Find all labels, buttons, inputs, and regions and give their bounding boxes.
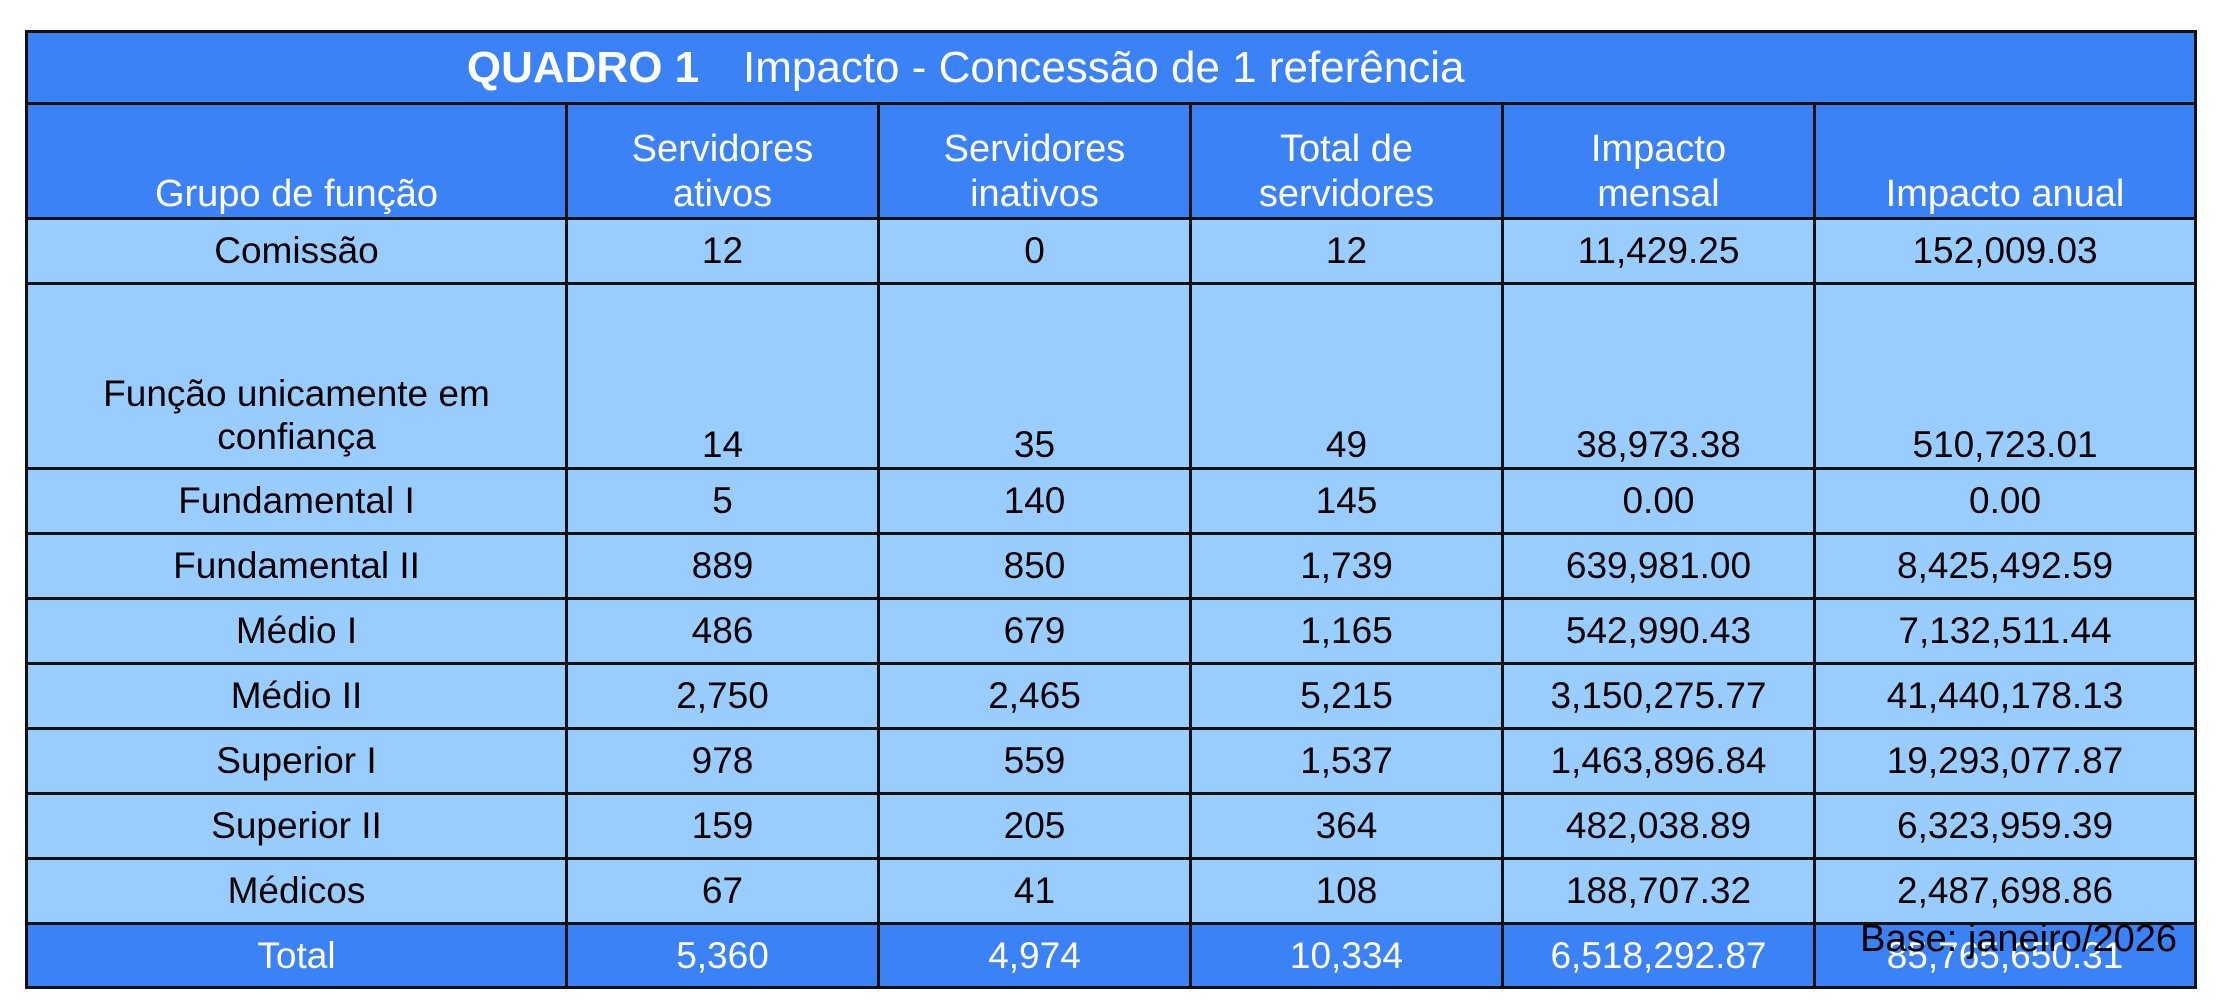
cell-impacto-mensal: 542,990.43 bbox=[1501, 597, 1816, 665]
table-title-text: Impacto - Concessão de 1 referência bbox=[743, 42, 1465, 92]
cell-ativos: 67 bbox=[565, 857, 880, 925]
table-row: Fundamental II 889 850 1,739 639,981.00 8,425… bbox=[25, 532, 2198, 600]
cell-ativos: 889 bbox=[565, 532, 880, 600]
cell-impacto-mensal: 0.00 bbox=[1501, 467, 1816, 535]
cell-impacto-anual: 41,440,178.13 bbox=[1812, 662, 2198, 730]
cell-ativos: 14 bbox=[565, 282, 880, 470]
total-cell-grupo: Total bbox=[25, 922, 568, 989]
cell-inativos: 559 bbox=[877, 727, 1192, 795]
cell-impacto-mensal: 3,150,275.77 bbox=[1501, 662, 1816, 730]
cell-total: 12 bbox=[1189, 217, 1504, 285]
cell-ativos: 159 bbox=[565, 792, 880, 860]
table-row: Médio II 2,750 2,465 5,215 3,150,275.77 41,44… bbox=[25, 662, 2198, 730]
total-cell-ativos: 5,360 bbox=[565, 922, 880, 989]
table-row: Superior I 978 559 1,537 1,463,896.84 19,293,… bbox=[25, 727, 2198, 795]
cell-grupo: Fundamental II bbox=[25, 532, 568, 600]
cell-impacto-anual: 7,132,511.44 bbox=[1812, 597, 2198, 665]
table-total-row: Total 5,360 4,974 10,334 6,518,292.87 85,765,… bbox=[25, 922, 2198, 989]
table-row: Função unicamente em confiança 14 35 49 38,9… bbox=[25, 282, 2198, 470]
cell-grupo: Função unicamente em confiança bbox=[25, 282, 568, 470]
table-row: Comissão 12 0 12 11,429.25 152,009.03 bbox=[25, 217, 2198, 285]
cell-inativos: 41 bbox=[877, 857, 1192, 925]
cell-ativos: 2,750 bbox=[565, 662, 880, 730]
cell-total: 108 bbox=[1189, 857, 1504, 925]
cell-impacto-anual: 152,009.03 bbox=[1812, 217, 2198, 285]
cell-ativos: 978 bbox=[565, 727, 880, 795]
cell-impacto-mensal: 1,463,896.84 bbox=[1501, 727, 1816, 795]
table-header-row: Grupo de função Servidores ativos Servid… bbox=[25, 102, 2198, 220]
cell-ativos: 5 bbox=[565, 467, 880, 535]
cell-total: 49 bbox=[1189, 282, 1504, 470]
cell-impacto-anual: 0.00 bbox=[1812, 467, 2198, 535]
cell-inativos: 140 bbox=[877, 467, 1192, 535]
cell-grupo: Médio I bbox=[25, 597, 568, 665]
table-body: QUADRO 1 Impacto - Concessão de 1 referê… bbox=[24, 30, 2198, 989]
cell-grupo: Comissão bbox=[25, 217, 568, 285]
column-header-impacto-anual: Impacto anual bbox=[1812, 102, 2198, 220]
cell-impacto-anual: 8,425,492.59 bbox=[1812, 532, 2198, 600]
cell-grupo: Superior I bbox=[25, 727, 568, 795]
cell-ativos: 12 bbox=[565, 217, 880, 285]
cell-grupo: Fundamental I bbox=[25, 467, 568, 535]
cell-total: 1,537 bbox=[1189, 727, 1504, 795]
base-note: Base: janeiro/2026 bbox=[1860, 918, 2177, 960]
cell-grupo: Superior II bbox=[25, 792, 568, 860]
cell-impacto-anual: 6,323,959.39 bbox=[1812, 792, 2198, 860]
cell-impacto-mensal: 38,973.38 bbox=[1501, 282, 1816, 470]
cell-impacto-mensal: 188,707.32 bbox=[1501, 857, 1816, 925]
cell-grupo: Médio II bbox=[25, 662, 568, 730]
cell-impacto-anual: 510,723.01 bbox=[1812, 282, 2198, 470]
table-row: Superior II 159 205 364 482,038.89 6,323,959.… bbox=[25, 792, 2198, 860]
table-code: QUADRO 1 bbox=[466, 42, 700, 92]
column-header-grupo: Grupo de função bbox=[25, 102, 568, 220]
cell-total: 1,165 bbox=[1189, 597, 1504, 665]
table-row: Médio I 486 679 1,165 542,990.43 7,132,511.44 bbox=[25, 597, 2198, 665]
cell-impacto-mensal: 482,038.89 bbox=[1501, 792, 1816, 860]
cell-total: 1,739 bbox=[1189, 532, 1504, 600]
cell-total: 5,215 bbox=[1189, 662, 1504, 730]
column-header-impacto-mensal: Impacto mensal bbox=[1501, 102, 1816, 220]
cell-grupo: Médicos bbox=[25, 857, 568, 925]
total-cell-impacto-anual: 85,765,650.31 bbox=[1812, 922, 2198, 989]
total-cell-inativos: 4,974 bbox=[877, 922, 1192, 989]
total-cell-impacto-mensal: 6,518,292.87 bbox=[1501, 922, 1816, 989]
cell-ativos: 486 bbox=[565, 597, 880, 665]
table-title-cell: QUADRO 1 Impacto - Concessão de 1 referê… bbox=[24, 30, 2198, 105]
table-title-row: QUADRO 1 Impacto - Concessão de 1 referê… bbox=[24, 30, 2198, 105]
table-title: QUADRO 1 Impacto - Concessão de 1 referê… bbox=[28, 42, 2194, 94]
cell-inativos: 205 bbox=[877, 792, 1192, 860]
total-cell-total: 10,334 bbox=[1189, 922, 1504, 989]
cell-total: 364 bbox=[1189, 792, 1504, 860]
column-header-total: Total de servidores bbox=[1189, 102, 1504, 220]
cell-inativos: 0 bbox=[877, 217, 1192, 285]
cell-impacto-mensal: 11,429.25 bbox=[1501, 217, 1816, 285]
cell-inativos: 679 bbox=[877, 597, 1192, 665]
cell-inativos: 850 bbox=[877, 532, 1192, 600]
table-row: Médicos 67 41 108 188,707.32 2,487,698.86 bbox=[25, 857, 2198, 925]
cell-impacto-anual: 19,293,077.87 bbox=[1812, 727, 2198, 795]
column-header-inativos: Servidores inativos bbox=[877, 102, 1192, 220]
cell-impacto-mensal: 639,981.00 bbox=[1501, 532, 1816, 600]
table-row: Fundamental I 5 140 145 0.00 0.00 bbox=[25, 467, 2198, 535]
impact-table: QUADRO 1 Impacto - Concessão de 1 referê… bbox=[24, 30, 2198, 989]
cell-inativos: 35 bbox=[877, 282, 1192, 470]
cell-impacto-anual: 2,487,698.86 bbox=[1812, 857, 2198, 925]
cell-inativos: 2,465 bbox=[877, 662, 1192, 730]
column-header-ativos: Servidores ativos bbox=[565, 102, 880, 220]
cell-total: 145 bbox=[1189, 467, 1504, 535]
